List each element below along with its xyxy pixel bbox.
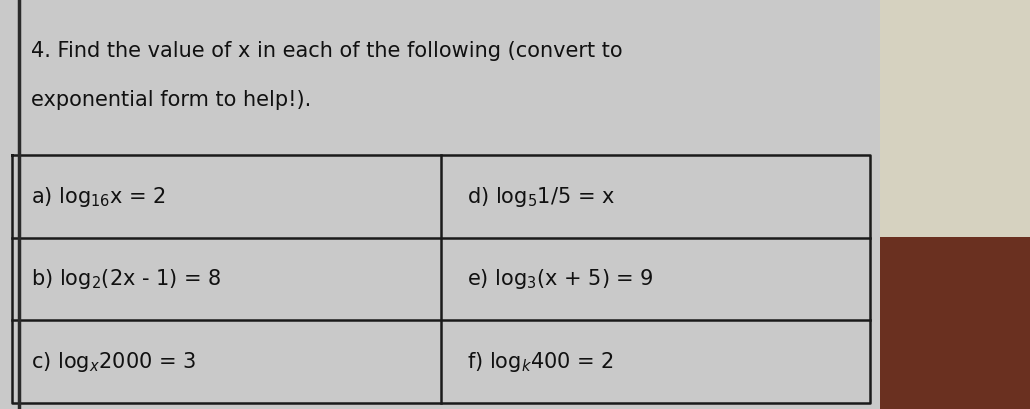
Text: 4. Find the value of x in each of the following (convert to: 4. Find the value of x in each of the fo… xyxy=(31,41,622,61)
Text: d) log$_{5}$1/5 = x: d) log$_{5}$1/5 = x xyxy=(468,184,615,209)
Text: f) log$_{k}$400 = 2: f) log$_{k}$400 = 2 xyxy=(468,350,614,374)
Bar xyxy=(880,237,1030,409)
Text: a) log$_{16}$x = 2: a) log$_{16}$x = 2 xyxy=(31,184,166,209)
Bar xyxy=(0,0,880,409)
Text: e) log$_{3}$(x + 5) = 9: e) log$_{3}$(x + 5) = 9 xyxy=(468,267,654,291)
Text: b) log$_{2}$(2x - 1) = 8: b) log$_{2}$(2x - 1) = 8 xyxy=(31,267,221,291)
Bar xyxy=(880,0,1030,237)
Text: c) log$_{x}$2000 = 3: c) log$_{x}$2000 = 3 xyxy=(31,350,196,374)
Text: exponential form to help!).: exponential form to help!). xyxy=(31,90,311,110)
